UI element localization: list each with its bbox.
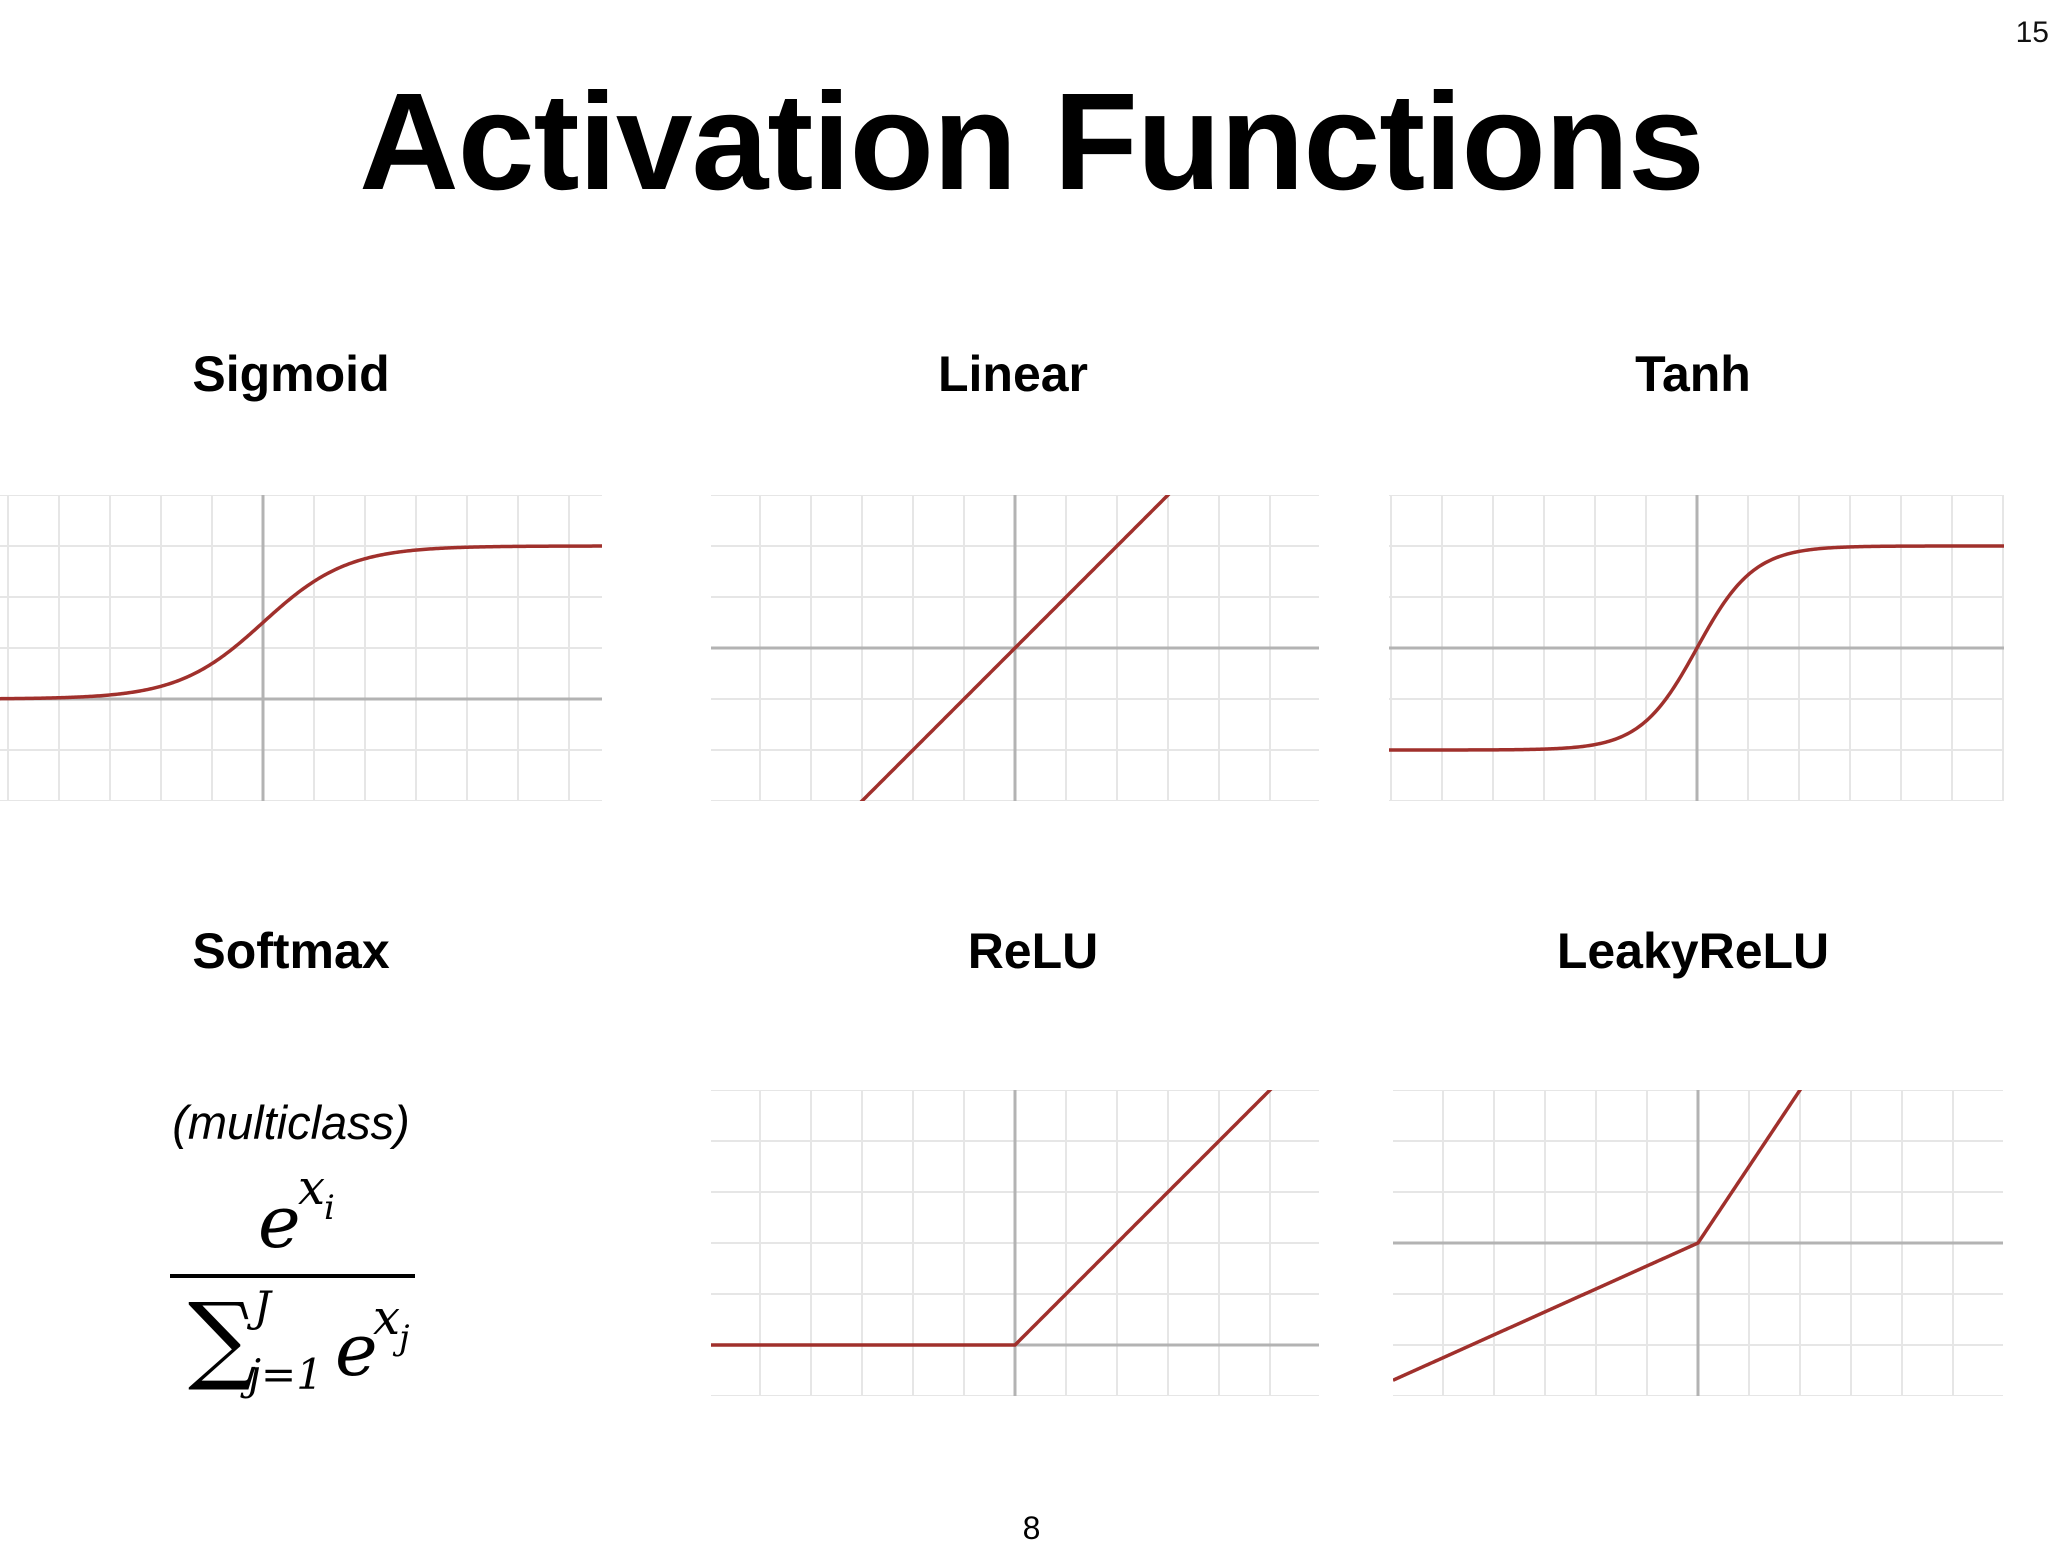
sigmoid-plot bbox=[0, 495, 602, 801]
denominator-exponent: x bbox=[373, 1290, 401, 1346]
linear-curve bbox=[859, 495, 1171, 801]
page-number: 8 bbox=[1022, 1510, 1041, 1546]
panel-title-softmax: Softmax bbox=[192, 923, 390, 979]
sum-symbol: ∑ bbox=[188, 1282, 257, 1394]
numerator-exponent-sub: i bbox=[324, 1188, 335, 1228]
panel-title-tanh: Tanh bbox=[1635, 346, 1751, 402]
softmax-formula: e x i ∑ J j=1 e x j bbox=[160, 1160, 430, 1410]
tanh-plot bbox=[1389, 495, 2004, 801]
panel-title-sigmoid: Sigmoid bbox=[192, 346, 390, 402]
panel-title-relu: ReLU bbox=[967, 923, 1099, 979]
leakyrelu-curve bbox=[1393, 1090, 1803, 1382]
panel-title-leakyrelu: LeakyReLU bbox=[1556, 923, 1830, 979]
relu-plot bbox=[711, 1090, 1319, 1396]
sum-lower-limit: j=1 bbox=[248, 1350, 323, 1399]
denominator-base: e bbox=[335, 1308, 378, 1392]
numerator-base: e bbox=[258, 1180, 301, 1264]
softmax-subtitle: (multiclass) bbox=[172, 1096, 410, 1149]
numerator-exponent: x bbox=[298, 1160, 326, 1216]
slide-number: 15 bbox=[2015, 16, 2049, 49]
linear-plot bbox=[711, 495, 1319, 801]
page-title: Activation Functions bbox=[359, 65, 1705, 219]
denominator-exponent-sub: j bbox=[399, 1318, 410, 1358]
leakyrelu-plot bbox=[1393, 1090, 2003, 1396]
sigmoid-curve bbox=[0, 544, 602, 701]
sum-upper-limit: J bbox=[254, 1282, 271, 1331]
panel-title-linear: Linear bbox=[937, 346, 1089, 402]
relu-curve bbox=[711, 1090, 1273, 1347]
tanh-curve bbox=[1389, 544, 2004, 752]
fraction-bar bbox=[170, 1274, 415, 1278]
